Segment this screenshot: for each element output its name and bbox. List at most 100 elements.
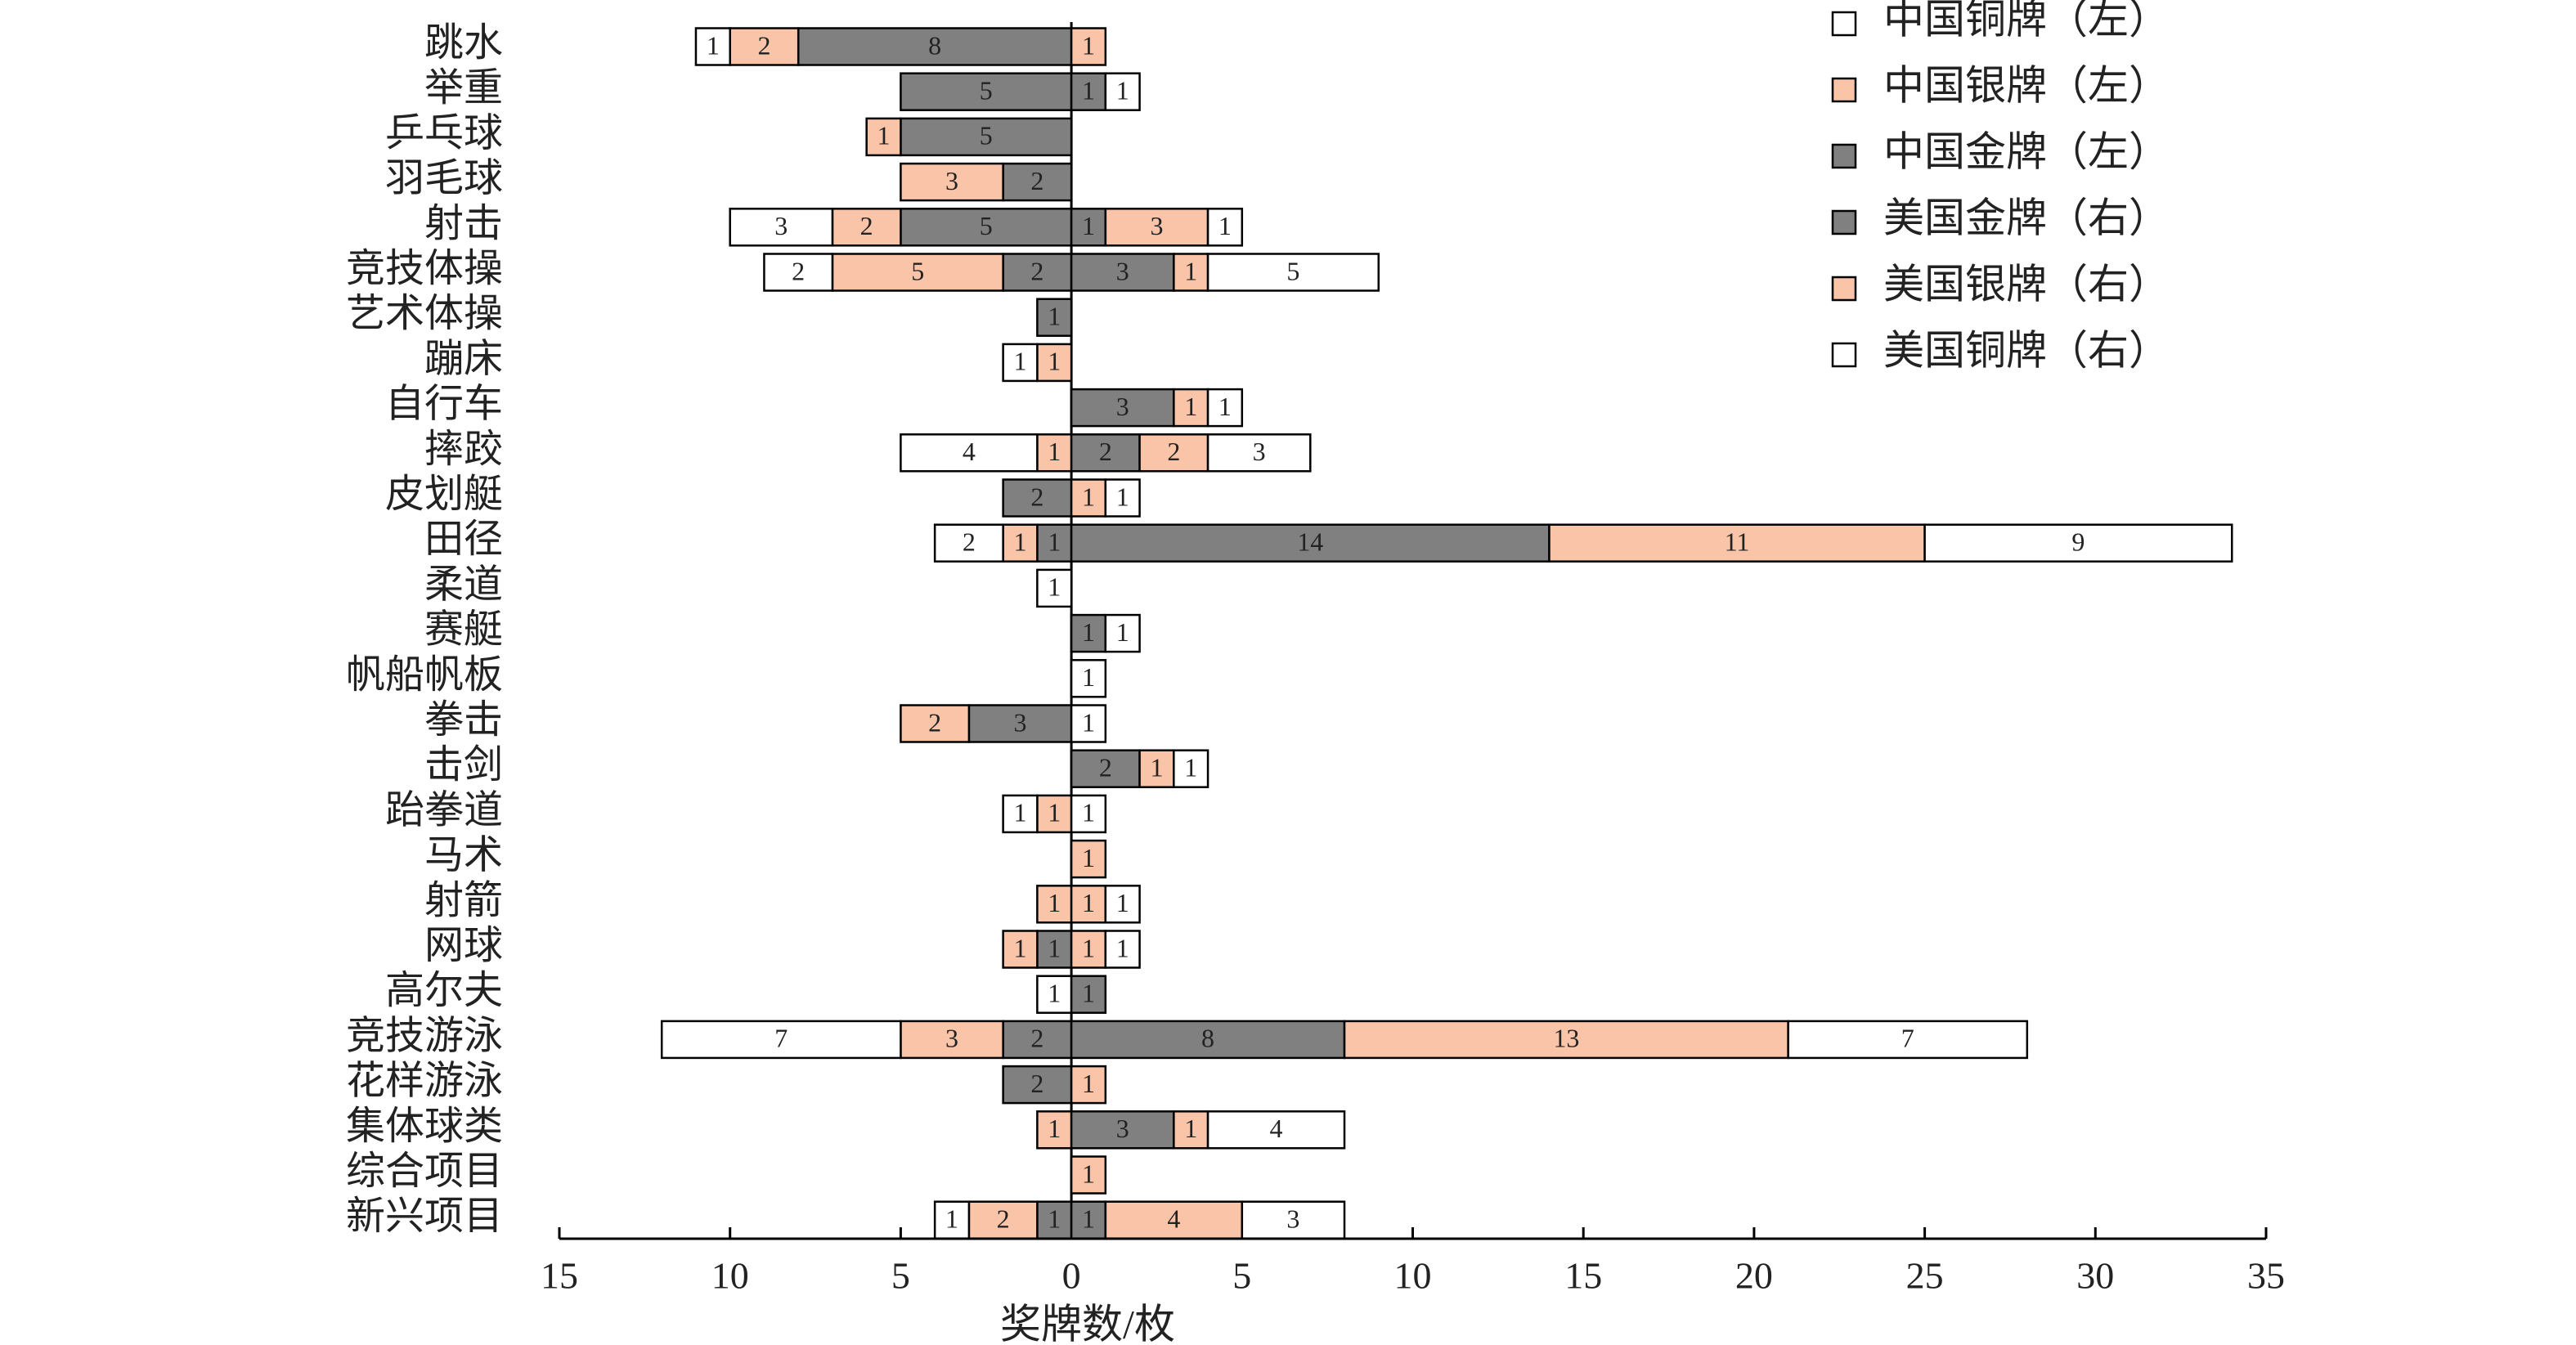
data-label: 1 [1048,527,1061,557]
data-label: 1 [1082,1204,1095,1234]
bar-segment [1070,72,1107,111]
bar-segment [1070,749,1141,788]
bar-segment [831,253,1004,292]
y-tick-label: 柔道 [424,563,503,606]
bar-segment [1104,478,1141,518]
bar-segment [900,433,1039,473]
data-label: 8 [1201,1024,1214,1053]
data-label: 1 [1116,482,1129,511]
data-label: 1 [707,30,720,60]
data-label: 4 [963,437,976,466]
bar-segment [1343,1020,1789,1060]
bar-segment [1173,749,1209,788]
bar-segment [1206,1110,1346,1150]
legend-label: 美国铜牌（右） [1883,327,2170,373]
bar-segment [1070,613,1107,653]
data-label: 9 [2071,527,2085,557]
data-label: 1 [1082,211,1095,240]
bar-segment [1104,930,1141,969]
data-label: 1 [1184,753,1197,782]
data-label: 1 [1082,798,1095,827]
x-axis-title: 奖牌数/枚 [1000,1301,1175,1345]
legend-swatch [1831,11,1857,37]
bar-segment [729,208,834,247]
bar-segment [967,1200,1039,1240]
data-label: 1 [1013,527,1026,557]
y-tick-label: 帆船帆板 [346,653,503,697]
bar-segment [1070,930,1107,969]
legend-label: 中国铜牌（左） [1883,0,2170,42]
data-label: 5 [980,121,993,150]
data-label: 1 [1048,302,1061,331]
bar-segment [763,253,834,292]
bar-segment [1070,839,1107,879]
data-label: 1 [1048,888,1061,917]
x-tick-label: 15 [1564,1255,1602,1297]
data-label: 3 [1116,392,1129,421]
bar-segment [900,162,1004,202]
y-tick-label: 拳击 [424,698,503,742]
y-tick-label: 羽毛球 [385,157,503,200]
bar-segment [1104,1200,1244,1240]
bar-segment [1241,1200,1346,1240]
x-tick-label: 30 [2076,1255,2114,1297]
bar-segment [1070,433,1141,473]
data-label: 1 [1082,1069,1095,1098]
data-label: 1 [1082,979,1095,1008]
data-label: 1 [877,121,891,150]
y-tick-label: 射击 [424,202,503,245]
y-tick-label: 射箭 [424,879,503,922]
data-label: 1 [1150,753,1163,782]
data-label: 3 [1150,211,1163,240]
data-label: 1 [945,1204,958,1234]
data-label: 2 [792,256,805,285]
y-tick-label: 跳水 [424,21,503,65]
y-tick-label: 花样游泳 [346,1060,503,1103]
data-label: 2 [1099,437,1112,466]
data-label: 5 [980,76,993,105]
y-tick-label: 网球 [424,924,503,967]
bar-segment [1070,704,1107,743]
y-tick-label: 马术 [424,834,503,877]
data-label: 1 [1218,211,1232,240]
bar-segment [1104,208,1209,247]
data-label: 1 [1082,843,1095,872]
data-label: 3 [945,166,958,195]
bar-segment [1104,613,1141,653]
data-label: 1 [1048,437,1061,466]
bar-segment [1036,975,1073,1014]
data-label: 11 [1725,527,1750,557]
bar-segment [1002,478,1073,518]
bar-segment [1206,253,1380,292]
y-tick-label: 自行车 [385,383,503,426]
data-label: 1 [1184,1114,1197,1143]
data-label: 3 [1253,437,1266,466]
data-label: 14 [1297,527,1323,557]
data-label: 4 [1270,1114,1283,1143]
bar-segment [967,704,1073,743]
bar-segment [1002,162,1073,202]
bar-segment [1036,298,1073,337]
bar-segment [1206,433,1312,473]
data-label: 1 [1082,1159,1095,1188]
bar-segment [1104,885,1141,924]
data-label: 2 [860,211,873,240]
bar-segment [1548,523,1926,563]
data-label: 3 [945,1024,958,1053]
bar-segment [900,1020,1004,1060]
data-label: 5 [911,256,924,285]
x-tick-label: 15 [541,1255,578,1297]
x-tick-label: 5 [1232,1255,1251,1297]
legend-label: 中国银牌（左） [1883,62,2170,108]
legend-label: 美国金牌（右） [1883,195,2170,240]
legend-label: 美国银牌（右） [1883,261,2170,307]
data-label: 1 [1082,482,1095,511]
x-tick-label: 0 [1062,1255,1081,1297]
data-label: 1 [1048,798,1061,827]
data-label: 1 [1082,707,1095,737]
bar-segment [1173,388,1209,428]
data-label: 1 [1184,392,1197,421]
bar-segment [1036,343,1073,383]
y-tick-label: 新兴项目 [346,1195,503,1238]
bar-segment [1787,1020,2029,1060]
